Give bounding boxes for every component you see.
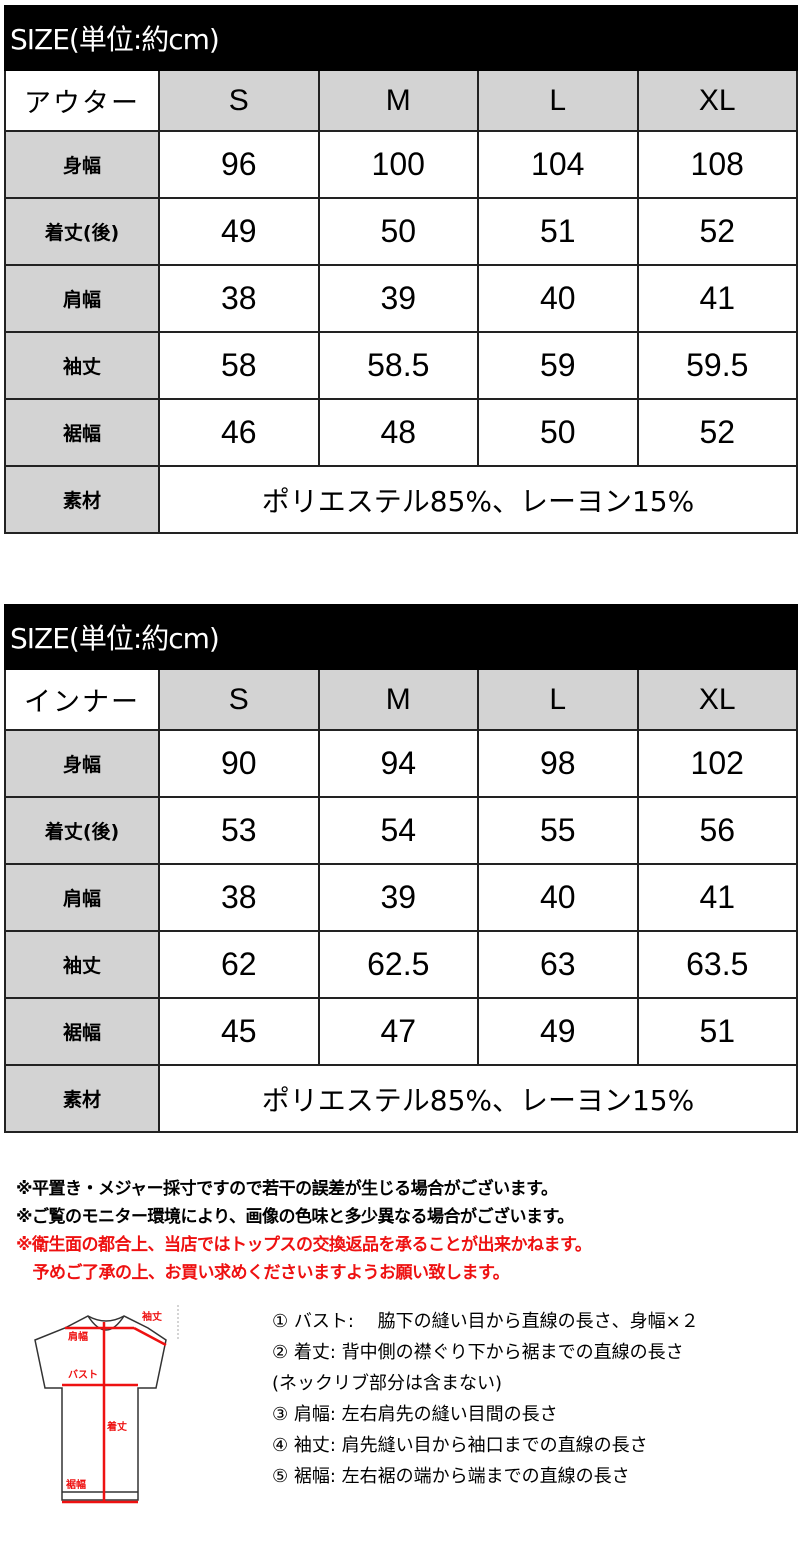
definition: ② 着丈: 背中側の襟ぐり下から裾までの直線の長さ: [272, 1342, 684, 1363]
row-label: 裾幅: [6, 999, 158, 1064]
bust-label: バスト: [68, 1369, 98, 1381]
row-label: 着丈(後): [6, 199, 158, 264]
size-header: M: [319, 670, 477, 729]
note: ※ご覧のモニター環境により、画像の色味と多少異なる場合がございます。: [16, 1207, 574, 1227]
size-value: 48: [319, 400, 477, 465]
size-value: 108: [638, 132, 796, 197]
size-value: 51: [638, 999, 796, 1064]
size-value: 94: [319, 731, 477, 796]
size-grid: アウター S M L XL 身幅 96 100 104 108 着丈(後) 49 50 51 52 肩幅 38 3…: [4, 71, 798, 534]
note: ※平置き・メジャー採寸ですので若干の誤差が生じる場合がございます。: [16, 1179, 558, 1199]
note: ※衛生面の都合上、当店ではトップスの交換返品を承ることが出来かねます。: [16, 1235, 592, 1255]
size-value: 46: [160, 400, 318, 465]
shoulder-label: 肩幅: [68, 1330, 88, 1343]
size-value: 100: [319, 132, 477, 197]
size-header: S: [160, 670, 318, 729]
hem-label: 裾幅: [66, 1478, 86, 1491]
definition: ⑤ 裾幅: 左右裾の端から端までの直線の長さ: [272, 1466, 630, 1487]
material-value: ポリエステル85%、レーヨン15%: [160, 1066, 796, 1131]
definition: ① バスト: 脇下の縫い目から直線の長さ、身幅×２: [272, 1311, 699, 1332]
row-label: 身幅: [6, 731, 158, 796]
size-value: 50: [479, 400, 637, 465]
size-header: L: [479, 71, 637, 130]
row-label: 肩幅: [6, 266, 158, 331]
size-value: 41: [638, 865, 796, 930]
category-header: アウター: [6, 71, 158, 130]
row-label: 着丈(後): [6, 798, 158, 863]
size-value: 50: [319, 199, 477, 264]
size-value: 51: [479, 199, 637, 264]
size-value: 49: [160, 199, 318, 264]
definition: (ネックリブ部分は含まない): [272, 1373, 503, 1394]
size-value: 59.5: [638, 333, 796, 398]
size-value: 90: [160, 731, 318, 796]
size-value: 56: [638, 798, 796, 863]
table-title: SIZE(単位:約cm): [4, 5, 798, 71]
sleeve-label: 袖丈: [141, 1310, 162, 1323]
note: 予めご了承の上、お買い求めくださいますようお願い致します。: [16, 1263, 510, 1283]
size-value: 49: [479, 999, 637, 1064]
size-value: 58.5: [319, 333, 477, 398]
length-label: 着丈: [106, 1420, 127, 1433]
size-header: M: [319, 71, 477, 130]
size-value: 54: [319, 798, 477, 863]
size-value: 96: [160, 132, 318, 197]
outer-size-table: SIZE(単位:約cm) アウター S M L XL 身幅 96 100 104 108 着丈(後) 4…: [4, 5, 798, 534]
size-value: 52: [638, 400, 796, 465]
size-value: 41: [638, 266, 796, 331]
size-value: 62: [160, 932, 318, 997]
size-value: 104: [479, 132, 637, 197]
size-value: 47: [319, 999, 477, 1064]
size-value: 45: [160, 999, 318, 1064]
size-header: S: [160, 71, 318, 130]
size-value: 63: [479, 932, 637, 997]
size-value: 39: [319, 865, 477, 930]
size-value: 52: [638, 199, 796, 264]
definition: ④ 袖丈: 肩先縫い目から袖口までの直線の長さ: [272, 1435, 648, 1456]
table-title: SIZE(単位:約cm): [4, 604, 798, 670]
category-header: インナー: [6, 670, 158, 729]
size-value: 38: [160, 266, 318, 331]
definition: ③ 肩幅: 左右肩先の縫い目間の長さ: [272, 1404, 558, 1425]
size-value: 62.5: [319, 932, 477, 997]
size-value: 53: [160, 798, 318, 863]
material-label: 素材: [6, 1066, 158, 1131]
material-label: 素材: [6, 467, 158, 532]
size-header: XL: [638, 71, 796, 130]
size-value: 39: [319, 266, 477, 331]
notes: ※平置き・メジャー採寸ですので若干の誤差が生じる場合がございます。 ※ご覧のモニ…: [16, 1175, 592, 1287]
size-value: 63.5: [638, 932, 796, 997]
inner-size-table: SIZE(単位:約cm) インナー S M L XL 身幅 90 94 98 102 着丈(後) 53 5…: [4, 604, 798, 1133]
tshirt-diagram: 袖丈 肩幅 バスト 着丈 裾幅: [34, 1305, 179, 1504]
size-value: 58: [160, 333, 318, 398]
size-header: L: [479, 670, 637, 729]
size-value: 102: [638, 731, 796, 796]
size-grid: インナー S M L XL 身幅 90 94 98 102 着丈(後) 53 54 55 56 肩幅 38 39 4…: [4, 670, 798, 1133]
row-label: 身幅: [6, 132, 158, 197]
size-header: XL: [638, 670, 796, 729]
measurement-definitions: ① バスト: 脇下の縫い目から直線の長さ、身幅×２ ② 着丈: 背中側の襟ぐり下…: [272, 1306, 699, 1492]
row-label: 袖丈: [6, 932, 158, 997]
size-value: 40: [479, 266, 637, 331]
size-value: 98: [479, 731, 637, 796]
size-value: 55: [479, 798, 637, 863]
size-value: 59: [479, 333, 637, 398]
row-label: 裾幅: [6, 400, 158, 465]
row-label: 袖丈: [6, 333, 158, 398]
size-value: 40: [479, 865, 637, 930]
material-value: ポリエステル85%、レーヨン15%: [160, 467, 796, 532]
size-value: 38: [160, 865, 318, 930]
row-label: 肩幅: [6, 865, 158, 930]
